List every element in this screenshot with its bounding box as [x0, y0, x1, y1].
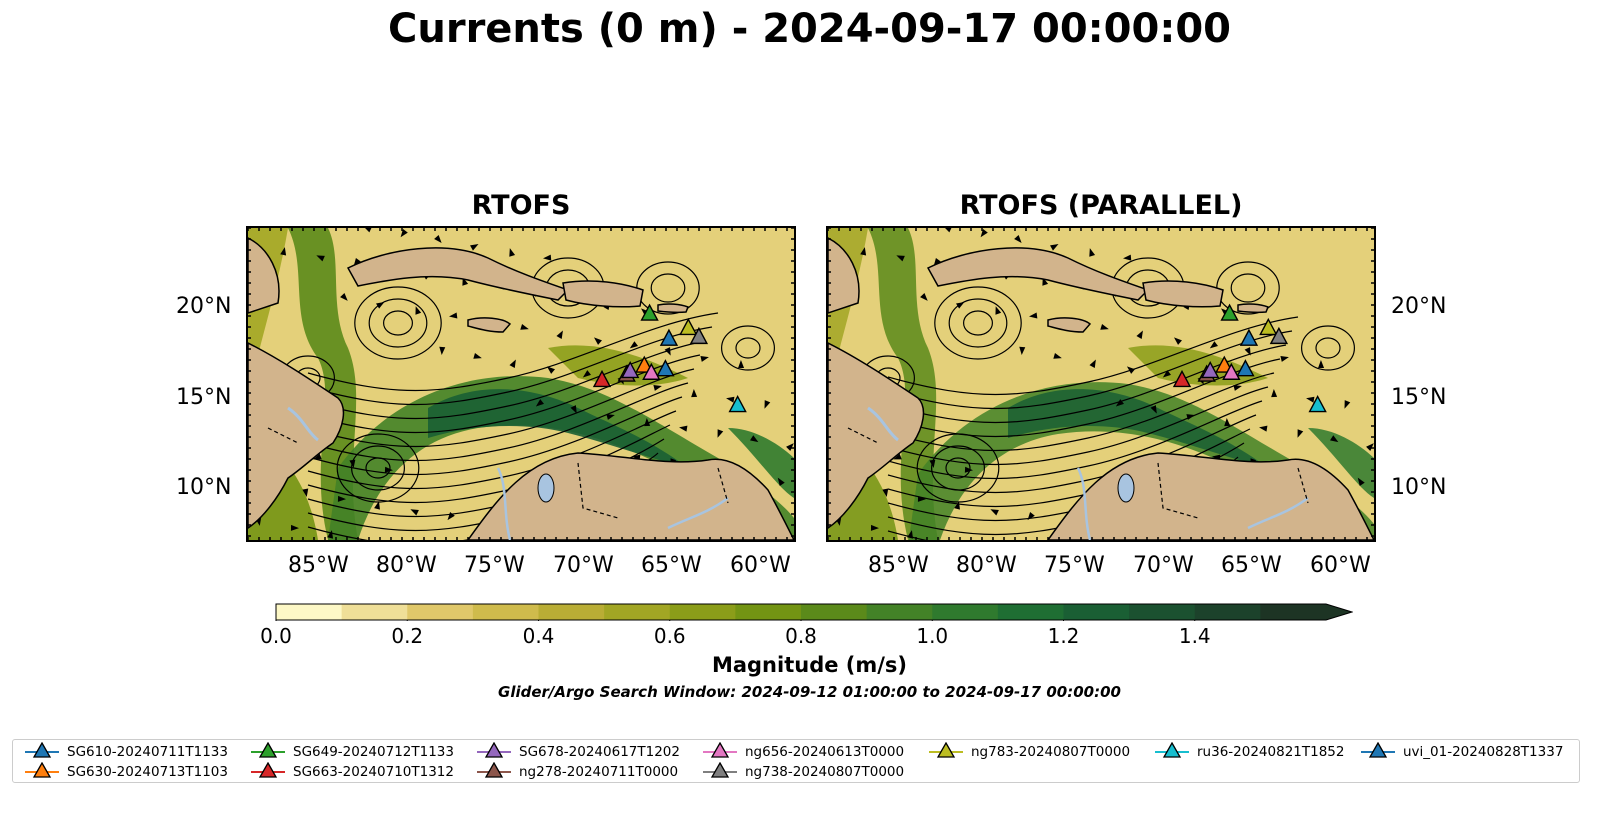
legend-item-label: SG649-20240712T1133: [293, 744, 454, 760]
lon-label-60w-left: 60°W: [730, 553, 791, 578]
glider-marker: [1236, 359, 1255, 377]
panel-title-rtofs-parallel: RTOFS (PARALLEL): [959, 190, 1243, 221]
triangle-marker-icon: [703, 742, 737, 758]
triangle-marker-icon: [25, 742, 59, 758]
lon-label-75w-left: 75°W: [464, 553, 525, 578]
colorbar-bin: [1194, 604, 1261, 620]
triangle-marker-icon: [477, 762, 511, 778]
legend-item-label: SG630-20240713T1103: [67, 764, 228, 780]
legend-item-label: SG663-20240710T1312: [293, 764, 454, 780]
lat-label-20n-right: 20°N: [1391, 294, 1447, 319]
triangle-marker-icon: [251, 742, 285, 758]
glider-marker: [1220, 303, 1239, 321]
legend-item-label: ng738-20240807T0000: [745, 764, 905, 780]
colorbar-tick-label: 1.4: [1178, 624, 1211, 648]
colorbar-tick-label: 1.0: [916, 624, 949, 648]
colorbar-bin: [801, 604, 868, 620]
glider-marker: [689, 326, 709, 345]
glider-marker: [1215, 355, 1234, 373]
lon-label-60w-right: 60°W: [1310, 553, 1371, 578]
legend-item-label: SG610-20240711T1133: [67, 744, 228, 760]
colorbar-bin: [407, 604, 474, 620]
glider-marker: [1201, 360, 1220, 379]
triangle-marker-icon: [251, 762, 285, 778]
legend-item-label: ng656-20240613T0000: [745, 744, 905, 760]
colorbar-bin: [538, 604, 605, 620]
lon-label-85w-right: 85°W: [868, 553, 929, 578]
lon-label-80w-right: 80°W: [956, 553, 1017, 578]
legend-item-label: ru36-20240821T1852: [1197, 744, 1345, 760]
glider-marker: [1239, 328, 1259, 346]
glider-marker: [679, 317, 698, 336]
glider-marker: [659, 328, 679, 346]
triangle-marker-icon: [25, 762, 59, 778]
colorbar-tick-label: 0.0: [260, 624, 292, 648]
colorbar: [275, 603, 1353, 621]
colorbar-label: Magnitude (m/s): [711, 653, 908, 677]
colorbar-bin: [1129, 604, 1196, 620]
colorbar-bin: [735, 604, 802, 620]
colorbar-tick-label: 0.4: [522, 624, 555, 648]
glider-marker: [640, 303, 659, 321]
legend-item-label: ng783-20240807T0000: [971, 744, 1131, 760]
lat-label-10n-left: 10°N: [176, 475, 232, 500]
triangle-marker-icon: [929, 742, 963, 758]
glider-marker: [1269, 326, 1289, 345]
colorbar-bin: [866, 604, 933, 620]
map-panel-rtofs: [246, 226, 796, 542]
colorbar-bin: [997, 604, 1064, 620]
lat-label-10n-right: 10°N: [1391, 475, 1447, 500]
colorbar-tick-label: 0.6: [653, 624, 686, 648]
colorbar-bin: [669, 604, 736, 620]
triangle-marker-icon: [1361, 742, 1395, 758]
glider-marker: [642, 362, 661, 380]
glider-marker: [1172, 369, 1192, 388]
map-panel-rtofs-parallel: [826, 226, 1376, 542]
figure-title: Currents (0 m) - 2024-09-17 00:00:00: [388, 6, 1231, 52]
colorbar-bin: [472, 604, 539, 620]
lon-label-65w-right: 65°W: [1221, 553, 1282, 578]
triangle-marker-icon: [703, 762, 737, 778]
legend-item-label: ng278-20240711T0000: [519, 764, 679, 780]
glider-marker: [656, 359, 675, 377]
glider-marker: [1222, 362, 1241, 380]
colorbar-bin: [932, 604, 999, 620]
glider-marker: [1308, 395, 1327, 413]
panel-title-rtofs: RTOFS: [471, 190, 571, 221]
colorbar-bin: [1063, 604, 1130, 620]
lon-label-70w-left: 70°W: [553, 553, 614, 578]
legend: SG610-20240711T1133 SG630-20240713T1103 SG…: [12, 739, 1580, 783]
glider-marker: [592, 369, 612, 388]
triangle-marker-icon: [477, 742, 511, 758]
lat-label-15n-left: 15°N: [176, 385, 232, 410]
colorbar-tick-label: 0.8: [785, 624, 817, 648]
colorbar-tick-label: 1.2: [1047, 624, 1080, 648]
lon-label-70w-right: 70°W: [1133, 553, 1194, 578]
legend-item-label: SG678-20240617T1202: [519, 744, 680, 760]
triangle-marker-icon: [1155, 742, 1189, 758]
lon-label-65w-left: 65°W: [641, 553, 702, 578]
colorbar-tick-label: 0.2: [391, 624, 424, 648]
lon-label-80w-left: 80°W: [376, 553, 437, 578]
legend-item-label: uvi_01-20240828T1337: [1403, 744, 1564, 760]
colorbar-bin: [341, 604, 408, 620]
colorbar-bin: [1260, 604, 1327, 620]
colorbar-bin: [276, 604, 343, 620]
lon-label-75w-right: 75°W: [1044, 553, 1105, 578]
map-svg: [828, 228, 1374, 540]
search-window-text: Glider/Argo Search Window: 2024-09-12 01…: [498, 683, 1121, 701]
glider-marker: [1259, 317, 1278, 336]
glider-marker: [728, 395, 747, 413]
lat-label-15n-right: 15°N: [1391, 385, 1447, 410]
lat-label-20n-left: 20°N: [176, 294, 232, 319]
colorbar-bin: [604, 604, 671, 620]
glider-marker: [621, 360, 640, 379]
map-svg: [248, 228, 794, 540]
lon-label-85w-left: 85°W: [288, 553, 349, 578]
glider-marker: [635, 355, 654, 373]
